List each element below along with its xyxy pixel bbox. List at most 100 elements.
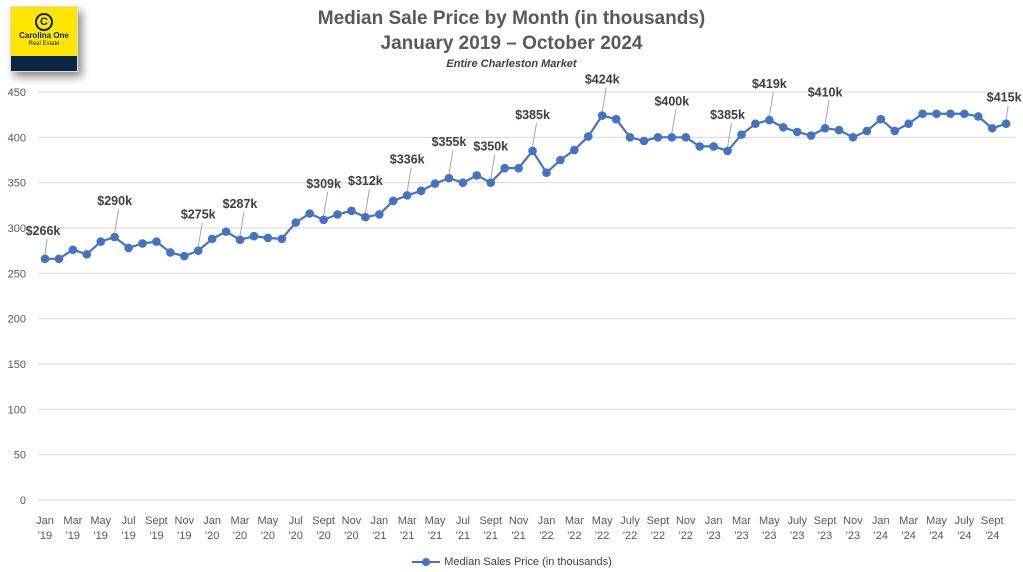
data-point <box>235 235 245 245</box>
x-tick-label: Mar <box>565 515 584 527</box>
y-tick-label: 350 <box>8 178 26 190</box>
x-tick-year: '21 <box>511 530 525 542</box>
data-label-leader <box>671 109 677 134</box>
data-label: $275k <box>181 208 216 222</box>
x-tick-year: '23 <box>734 530 748 542</box>
x-tick-label: Jul <box>456 515 470 527</box>
y-tick-label: 200 <box>8 314 26 326</box>
x-tick-year: '24 <box>957 530 971 542</box>
x-tick-year: '21 <box>428 530 442 542</box>
x-tick-year: '22 <box>623 530 637 542</box>
x-tick-year: '20 <box>289 530 303 542</box>
y-tick-label: 150 <box>8 359 26 371</box>
data-point <box>138 239 147 248</box>
data-point <box>180 251 189 261</box>
x-tick-year: '21 <box>372 530 386 542</box>
logo-bar <box>11 56 77 71</box>
chart-caption: Entire Charleston Market <box>446 58 577 70</box>
data-point <box>932 109 941 119</box>
data-label-leader <box>727 122 733 148</box>
y-tick-label: 300 <box>8 223 26 235</box>
data-point <box>778 123 788 132</box>
data-point <box>904 119 913 129</box>
data-label: $400k <box>654 94 689 108</box>
data-point <box>486 178 496 187</box>
y-tick-label: 250 <box>8 268 26 280</box>
logo-name: Carolina One <box>19 31 69 40</box>
data-label: $287k <box>223 197 258 211</box>
x-tick-label: Nov <box>676 515 696 527</box>
data-label-leader <box>768 92 774 117</box>
legend: Median Sales Price (in thousands) <box>0 556 1023 568</box>
x-tick-label: Sept <box>312 515 335 527</box>
data-label: $290k <box>97 194 132 208</box>
data-point <box>960 109 969 119</box>
data-label-leader <box>323 191 329 216</box>
data-point <box>82 249 92 259</box>
x-tick-label: Nov <box>843 515 863 527</box>
x-tick-label: Mar <box>899 515 918 527</box>
x-tick-label: Sept <box>981 515 1004 527</box>
data-point <box>193 246 203 255</box>
y-tick-label: 450 <box>8 87 26 99</box>
data-label: $309k <box>306 177 341 191</box>
x-tick-label: Jan <box>36 515 54 527</box>
x-tick-label: Jan <box>872 515 890 527</box>
y-tick-label: 0 <box>20 495 26 507</box>
data-point <box>653 133 663 142</box>
x-tick-label: Jul <box>122 515 136 527</box>
legend-marker-icon <box>412 558 441 567</box>
x-tick-label: Mar <box>398 515 417 527</box>
x-tick-year: '23 <box>762 530 776 542</box>
data-label: $410k <box>808 85 843 99</box>
data-point <box>444 173 454 183</box>
data-label-leader <box>824 100 830 125</box>
data-label-leader <box>44 238 48 255</box>
x-tick-year: '22 <box>651 530 665 542</box>
data-point <box>806 131 816 140</box>
data-point <box>472 171 482 180</box>
data-point <box>305 209 314 218</box>
data-point <box>611 114 621 124</box>
data-label: $415k <box>987 91 1022 105</box>
data-point <box>890 126 900 136</box>
data-point <box>974 112 983 121</box>
data-label-leader <box>406 167 412 192</box>
x-tick-label: July <box>955 515 975 527</box>
data-point <box>987 123 997 133</box>
x-tick-label: May <box>257 515 278 527</box>
data-point <box>1001 119 1011 129</box>
x-tick-year: '23 <box>706 530 720 542</box>
data-point <box>583 132 593 141</box>
x-tick-year: '20 <box>344 530 358 542</box>
y-tick-label: 400 <box>8 132 26 144</box>
x-tick-year: '20 <box>261 530 275 542</box>
data-point <box>556 155 565 165</box>
data-point <box>319 215 328 225</box>
x-tick-year: '21 <box>400 530 414 542</box>
x-tick-label: Nov <box>509 515 529 527</box>
data-point <box>765 115 774 125</box>
data-point <box>514 163 523 173</box>
data-point <box>249 231 259 241</box>
x-tick-label: Jan <box>538 515 556 527</box>
y-tick-label: 100 <box>8 404 26 416</box>
data-label: $266k <box>26 224 61 238</box>
x-tick-year: '24 <box>874 530 888 542</box>
carolina-one-logo: C Carolina One Real Estate <box>10 6 78 72</box>
data-point <box>263 233 273 243</box>
x-tick-year: '24 <box>929 530 943 542</box>
data-label-leader <box>197 222 203 247</box>
x-tick-year: '19 <box>121 530 135 542</box>
x-tick-label: May <box>592 515 613 527</box>
data-label-leader <box>448 150 454 175</box>
data-point <box>862 126 872 136</box>
data-label: $355k <box>432 135 467 149</box>
data-point <box>207 234 217 244</box>
data-point <box>40 254 50 264</box>
x-tick-year: '21 <box>456 530 470 542</box>
data-point <box>221 227 231 236</box>
x-tick-year: '20 <box>205 530 219 542</box>
data-point <box>333 210 342 219</box>
